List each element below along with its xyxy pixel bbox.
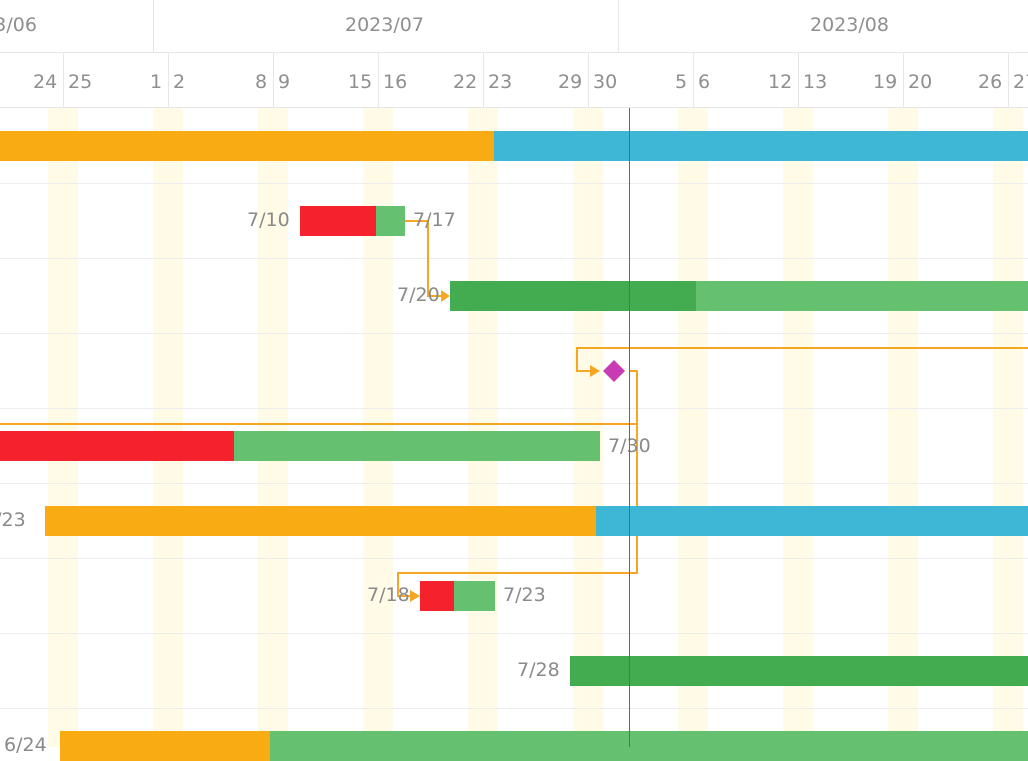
row-divider xyxy=(0,708,1028,709)
day-label: 30 xyxy=(593,71,618,93)
task-start-date: 7/10 xyxy=(247,209,290,231)
progress-segment xyxy=(45,506,596,536)
remaining-segment xyxy=(376,206,405,236)
day-label: 1 xyxy=(150,71,163,93)
day-label: 20 xyxy=(908,71,933,93)
progress-segment xyxy=(60,731,270,761)
week-divider xyxy=(1008,53,1009,107)
task-bar[interactable] xyxy=(420,581,495,611)
week-divider xyxy=(903,53,904,107)
day-label: 29 xyxy=(558,71,583,93)
diamond-icon xyxy=(603,360,625,382)
weekend-column xyxy=(468,108,498,747)
day-label: 23 xyxy=(488,71,513,93)
week-divider xyxy=(273,53,274,107)
day-label: 9 xyxy=(278,71,291,93)
remaining-segment xyxy=(696,281,1028,311)
month-divider xyxy=(153,0,154,52)
weekend-column xyxy=(48,108,78,747)
day-label: 12 xyxy=(768,71,793,93)
week-divider xyxy=(798,53,799,107)
row-divider xyxy=(0,408,1028,409)
day-label: 24 xyxy=(33,71,58,93)
month-label-jul: 2023/07 xyxy=(345,14,424,36)
day-label: 6 xyxy=(698,71,711,93)
weekend-column xyxy=(573,108,603,747)
weekend-column xyxy=(783,108,813,747)
remaining-segment xyxy=(494,131,1028,161)
task-start-date: 7/20 xyxy=(397,284,440,306)
day-label: 8 xyxy=(255,71,268,93)
row-divider xyxy=(0,483,1028,484)
day-label: 19 xyxy=(873,71,898,93)
task-bar[interactable] xyxy=(450,281,1028,311)
day-label: 5 xyxy=(675,71,688,93)
progress-segment xyxy=(450,281,696,311)
week-divider xyxy=(168,53,169,107)
task-end-date: 7/23 xyxy=(503,584,546,606)
task-start-date: 7/28 xyxy=(517,659,560,681)
remaining-segment xyxy=(270,731,1028,761)
task-bar[interactable] xyxy=(0,131,1028,161)
month-label-aug: 2023/08 xyxy=(810,14,889,36)
task-bar[interactable] xyxy=(300,206,405,236)
milestone-diamond[interactable] xyxy=(603,360,625,382)
week-divider xyxy=(693,53,694,107)
row-divider xyxy=(0,558,1028,559)
week-divider xyxy=(63,53,64,107)
day-label: 22 xyxy=(453,71,478,93)
day-label: 26 xyxy=(978,71,1003,93)
month-header: 2023/06 2023/07 2023/08 xyxy=(0,0,1028,53)
today-marker-line xyxy=(629,108,630,747)
progress-segment xyxy=(420,581,454,611)
remaining-segment xyxy=(454,581,495,611)
weekend-column xyxy=(888,108,918,747)
day-label: 16 xyxy=(383,71,408,93)
row-divider xyxy=(0,258,1028,259)
day-header: 24 25 1 2 8 9 15 16 22 23 29 30 5 6 12 1… xyxy=(0,53,1028,108)
row-divider xyxy=(0,333,1028,334)
week-divider xyxy=(588,53,589,107)
task-bar[interactable] xyxy=(570,656,1028,686)
task-bar[interactable] xyxy=(45,506,1028,536)
task-start-date: 6/23 xyxy=(0,509,26,531)
weekend-column xyxy=(678,108,708,747)
week-divider xyxy=(378,53,379,107)
day-label: 27 xyxy=(1013,71,1028,93)
task-start-date: 7/18 xyxy=(367,584,410,606)
day-label: 13 xyxy=(803,71,828,93)
remaining-segment xyxy=(234,431,600,461)
row-divider xyxy=(0,633,1028,634)
progress-segment xyxy=(0,431,234,461)
day-label: 15 xyxy=(348,71,373,93)
weekend-column xyxy=(258,108,288,747)
remaining-segment xyxy=(596,506,1028,536)
weekend-column xyxy=(993,108,1023,747)
progress-segment xyxy=(300,206,376,236)
timeline-grid xyxy=(0,108,1028,747)
week-divider xyxy=(483,53,484,107)
progress-segment xyxy=(570,656,1028,686)
progress-segment xyxy=(0,131,494,161)
weekend-column xyxy=(363,108,393,747)
day-label: 25 xyxy=(68,71,93,93)
day-label: 2 xyxy=(173,71,186,93)
task-end-date: 7/17 xyxy=(413,209,456,231)
task-bar[interactable] xyxy=(60,731,1028,761)
month-divider xyxy=(618,0,619,52)
task-start-date: 6/24 xyxy=(4,734,47,756)
task-bar[interactable] xyxy=(0,431,600,461)
weekend-column xyxy=(153,108,183,747)
row-divider xyxy=(0,183,1028,184)
month-label-jun: 2023/06 xyxy=(0,14,37,36)
